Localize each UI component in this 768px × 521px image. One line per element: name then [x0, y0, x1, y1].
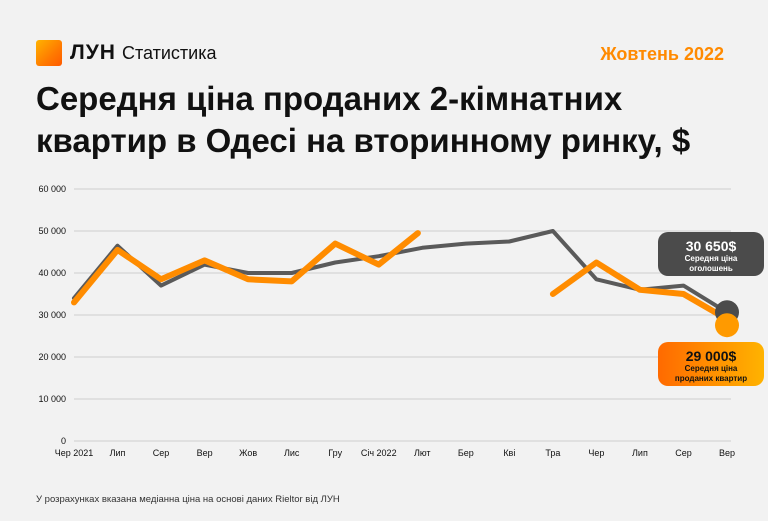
x-tick-label: Лип: [110, 448, 126, 458]
x-tick-label: Жов: [239, 448, 257, 458]
series-sold-line: [549, 259, 730, 323]
x-tick-label: Лип: [632, 448, 648, 458]
callout-sold-label-2: проданих квартир: [674, 374, 748, 383]
callout-sold-price: 29 000$ Середня ціна проданих квартир: [658, 342, 764, 386]
brand-name: ЛУН: [70, 41, 116, 64]
x-tick-label: Лют: [414, 448, 431, 458]
x-tick-label: Чер 2021: [55, 448, 94, 458]
series-sold-line: [71, 230, 421, 306]
x-tick-label: Гру: [328, 448, 342, 458]
period-label: Жовтень 2022: [600, 44, 724, 64]
x-tick-label: Бер: [458, 448, 474, 458]
y-tick-label: 40 000: [38, 268, 66, 278]
y-tick-label: 30 000: [38, 310, 66, 320]
x-tick-label: Тра: [545, 448, 560, 458]
callout-listing-label-2: оголошень: [689, 264, 733, 273]
brand-section: Статистика: [121, 42, 217, 63]
x-tick-label: Вер: [719, 448, 735, 458]
x-tick-label: Сер: [153, 448, 170, 458]
y-tick-label: 60 000: [38, 184, 66, 194]
lun-logo-icon: [36, 40, 62, 66]
y-tick-label: 0: [61, 436, 66, 446]
callout-listing-price: 30 650$ Середня ціна оголошень: [658, 232, 764, 276]
callout-listing-value: 30 650$: [685, 238, 737, 254]
y-tick-label: 50 000: [38, 226, 66, 236]
brand-header: ЛУН Статистика: [36, 40, 217, 66]
x-tick-label: Сер: [675, 448, 692, 458]
x-tick-label: Лис: [284, 448, 300, 458]
y-tick-label: 10 000: [38, 394, 66, 404]
chart-title: Середня ціна проданих 2-кімнатних кварти…: [36, 80, 691, 159]
sold-end-marker: [715, 313, 739, 338]
footnote: У розрахунках вказана медіанна ціна на о…: [36, 494, 340, 505]
series-listing-line: [72, 229, 729, 315]
callout-listing-label-1: Середня ціна: [684, 254, 738, 263]
x-tick-label: Січ 2022: [361, 448, 397, 458]
y-tick-label: 20 000: [38, 352, 66, 362]
x-tick-label: Чер: [588, 448, 604, 458]
callout-sold-value: 29 000$: [685, 348, 737, 364]
callout-sold-label-1: Середня ціна: [684, 364, 738, 373]
x-tick-label: Кві: [503, 448, 515, 458]
x-tick-label: Вер: [197, 448, 213, 458]
